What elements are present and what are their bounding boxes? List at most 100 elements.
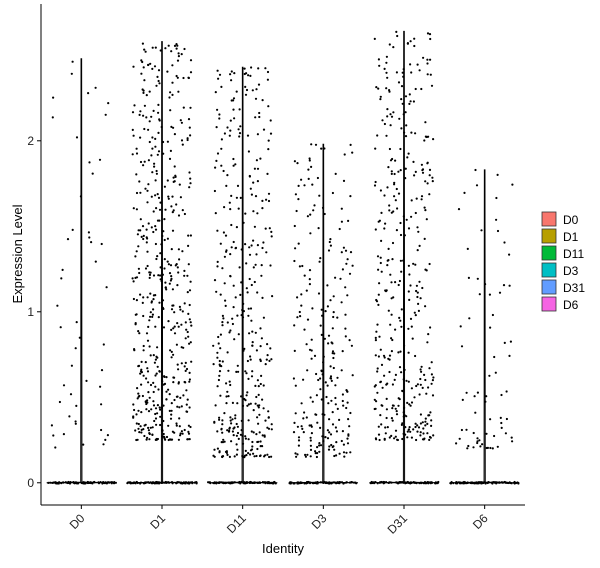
data-point — [315, 413, 318, 416]
data-point — [162, 419, 165, 423]
data-point — [69, 393, 73, 396]
data-point — [331, 191, 334, 195]
data-point — [310, 357, 313, 360]
data-point — [183, 269, 186, 272]
data-point — [221, 267, 224, 270]
data-point — [180, 362, 183, 365]
data-point — [186, 438, 189, 441]
data-point — [313, 354, 317, 357]
data-point — [221, 423, 224, 426]
data-point — [169, 109, 172, 112]
data-point — [102, 343, 105, 346]
data-point — [178, 305, 181, 308]
data-point — [176, 395, 179, 398]
data-point — [389, 481, 392, 484]
data-point — [148, 481, 151, 484]
legend-swatch — [541, 228, 557, 244]
data-point — [386, 426, 389, 429]
data-point — [415, 438, 418, 442]
data-point — [146, 339, 150, 342]
data-point — [430, 361, 433, 364]
data-point — [375, 330, 378, 333]
data-point — [388, 436, 391, 439]
data-point — [235, 453, 238, 456]
data-point — [135, 208, 138, 211]
data-point — [223, 412, 226, 415]
data-point — [217, 481, 221, 485]
data-point — [172, 126, 175, 129]
data-point — [135, 299, 138, 302]
data-point — [167, 320, 170, 323]
data-point — [345, 262, 348, 265]
data-point — [62, 384, 66, 387]
data-point — [397, 351, 400, 354]
data-point — [91, 172, 94, 175]
data-point — [164, 47, 167, 50]
data-point — [135, 250, 138, 253]
data-point — [250, 193, 253, 196]
data-point — [271, 295, 274, 298]
data-point — [61, 268, 64, 271]
data-point — [294, 384, 297, 387]
data-point — [159, 415, 162, 418]
data-point — [242, 302, 245, 305]
data-point — [168, 272, 172, 275]
data-point — [259, 440, 262, 443]
data-point — [249, 453, 252, 456]
data-point — [418, 244, 421, 247]
data-point — [140, 235, 143, 238]
data-point — [223, 206, 226, 209]
data-point — [156, 412, 159, 415]
data-point — [322, 440, 325, 443]
data-point — [256, 416, 259, 419]
data-point — [136, 397, 139, 400]
data-point — [142, 89, 145, 92]
data-point — [172, 381, 175, 384]
data-point — [408, 102, 411, 105]
data-point — [162, 152, 165, 155]
data-point — [424, 420, 427, 423]
data-point — [250, 319, 253, 322]
data-point — [350, 344, 353, 347]
data-point — [381, 119, 384, 122]
data-point — [317, 292, 321, 295]
data-point — [168, 96, 171, 99]
data-point — [256, 291, 259, 294]
data-point — [236, 431, 240, 435]
data-point — [255, 253, 258, 256]
data-point — [234, 417, 237, 420]
data-point — [383, 356, 386, 359]
data-point — [390, 417, 393, 420]
data-point — [245, 72, 248, 75]
data-point — [213, 189, 216, 193]
data-point — [399, 221, 402, 225]
data-point — [170, 275, 173, 278]
data-point — [217, 335, 220, 339]
data-point — [145, 438, 148, 441]
data-point — [256, 379, 259, 382]
data-point — [349, 143, 352, 146]
data-point — [189, 59, 193, 62]
data-point — [420, 198, 423, 201]
data-point — [423, 373, 426, 376]
data-point — [319, 481, 322, 484]
data-point — [164, 281, 167, 284]
data-point — [326, 284, 329, 287]
data-point — [265, 198, 268, 201]
data-point — [135, 422, 138, 425]
data-point — [75, 321, 78, 324]
data-point — [191, 482, 194, 485]
data-point — [187, 76, 190, 80]
data-point — [311, 400, 314, 403]
data-point — [418, 393, 421, 396]
data-point — [410, 481, 413, 484]
data-point — [166, 179, 169, 182]
data-point — [315, 394, 318, 397]
data-point — [335, 481, 338, 484]
data-point — [408, 93, 411, 96]
data-point — [189, 321, 192, 324]
data-point — [419, 377, 422, 381]
data-point — [216, 385, 219, 388]
data-point — [404, 111, 407, 114]
data-point — [375, 400, 378, 403]
